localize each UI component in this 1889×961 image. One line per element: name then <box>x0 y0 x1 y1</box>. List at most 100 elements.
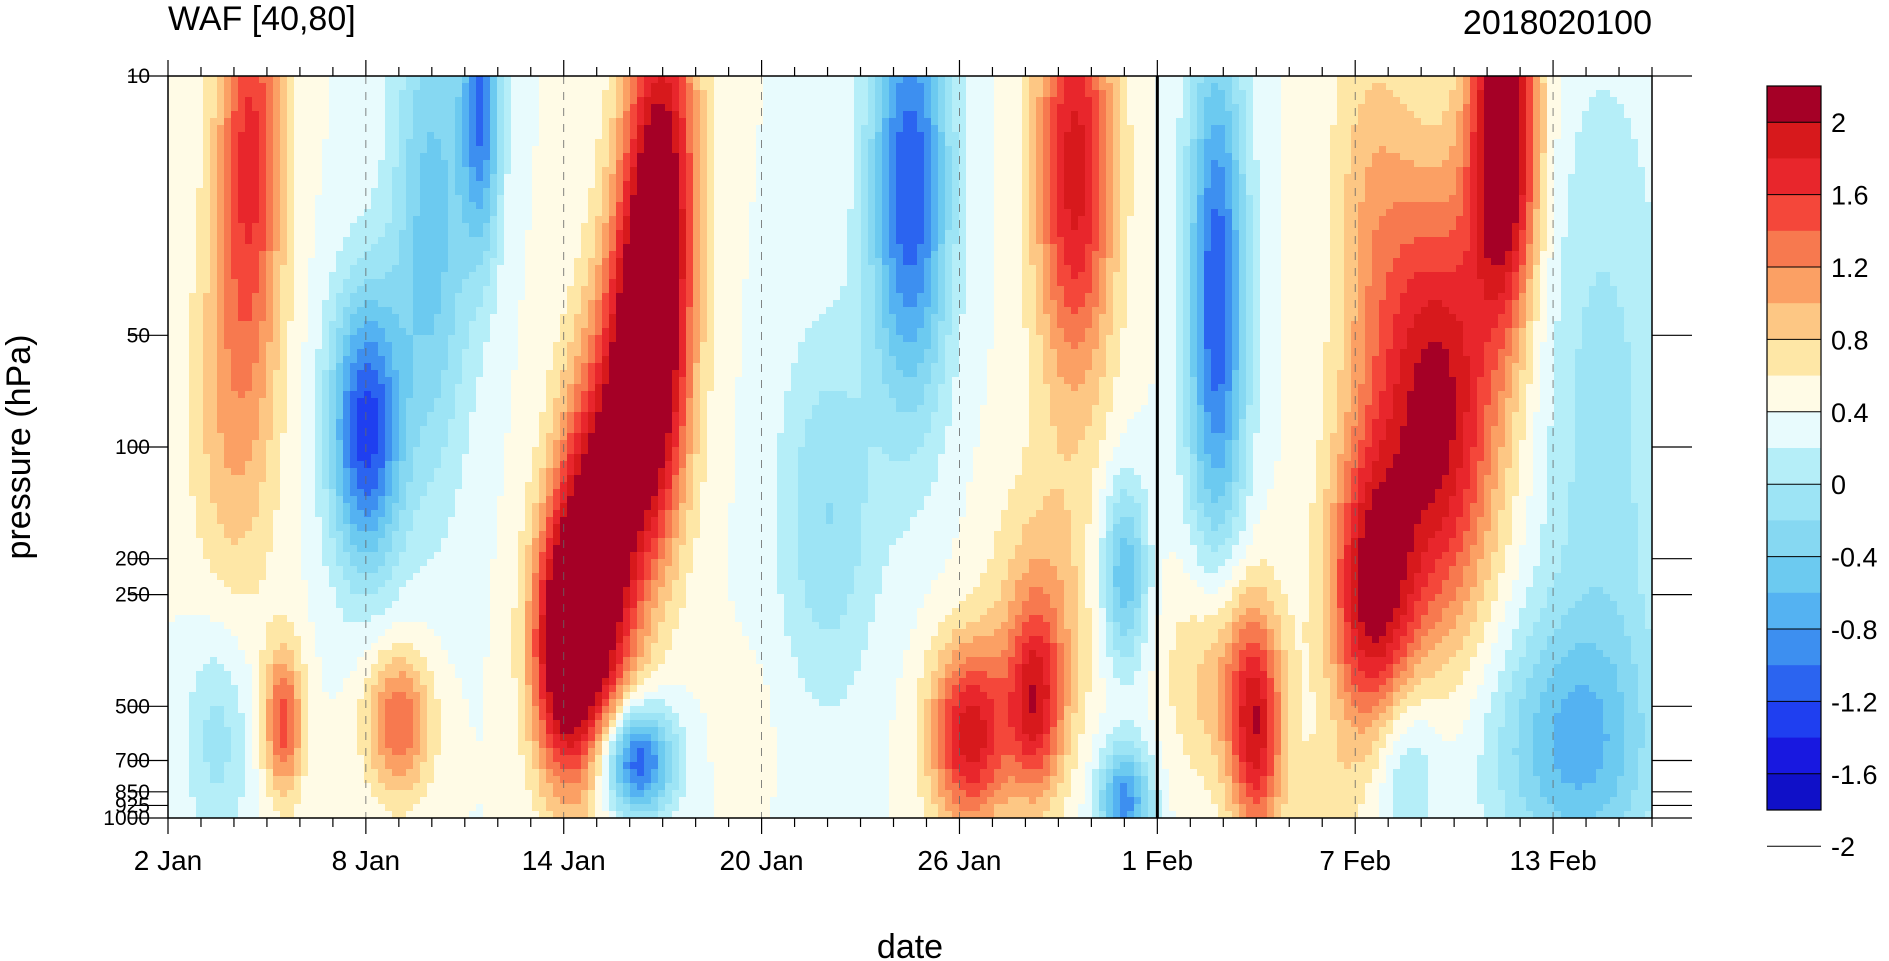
field-cell <box>1400 132 1408 140</box>
field-cell <box>196 174 204 182</box>
field-cell <box>623 125 631 133</box>
field-cell <box>735 125 743 133</box>
field-cell <box>1442 97 1450 105</box>
field-cell <box>238 118 246 126</box>
field-cell <box>1512 97 1520 105</box>
field-cell <box>1582 76 1590 84</box>
field-cell <box>1183 174 1191 182</box>
field-cell <box>826 216 834 224</box>
field-cell <box>182 139 190 147</box>
field-cell <box>518 139 526 147</box>
field-cell <box>1239 139 1247 147</box>
field-cell <box>378 83 386 91</box>
field-cell <box>343 118 351 126</box>
field-cell <box>315 230 323 238</box>
field-cell <box>168 167 176 175</box>
field-cell <box>1302 83 1310 91</box>
field-cell <box>168 202 176 210</box>
field-cell <box>1127 202 1135 210</box>
field-cell <box>763 160 771 168</box>
field-cell <box>630 167 638 175</box>
field-cell <box>217 153 225 161</box>
field-cell <box>1533 230 1541 238</box>
field-cell <box>525 153 533 161</box>
field-cell <box>812 146 820 154</box>
field-cell <box>819 146 827 154</box>
field-cell <box>1540 195 1548 203</box>
field-cell <box>714 132 722 140</box>
field-cell <box>1624 209 1632 217</box>
field-cell <box>1344 118 1352 126</box>
field-cell <box>637 160 645 168</box>
field-cell <box>1050 139 1058 147</box>
field-cell <box>1589 181 1597 189</box>
field-cell <box>1253 188 1261 196</box>
field-cell <box>1190 111 1198 119</box>
field-cell <box>1568 216 1576 224</box>
field-cell <box>343 139 351 147</box>
field-cell <box>1575 188 1583 196</box>
field-cell <box>980 76 988 84</box>
field-cell <box>1260 83 1268 91</box>
field-cell <box>637 111 645 119</box>
field-cell <box>721 160 729 168</box>
field-cell <box>1316 209 1324 217</box>
field-cell <box>329 188 337 196</box>
field-cell <box>1232 188 1240 196</box>
field-cell <box>609 195 617 203</box>
field-cell <box>280 83 288 91</box>
field-cell <box>490 111 498 119</box>
field-cell <box>1631 104 1639 112</box>
field-cell <box>301 90 309 98</box>
field-cell <box>728 167 736 175</box>
field-cell <box>665 167 673 175</box>
field-cell <box>728 146 736 154</box>
field-cell <box>1127 83 1135 91</box>
field-cell <box>1421 181 1429 189</box>
field-cell <box>1589 223 1597 231</box>
field-cell <box>322 181 330 189</box>
field-cell <box>861 230 869 238</box>
field-cell <box>1575 90 1583 98</box>
field-cell <box>896 216 904 224</box>
field-cell <box>1568 209 1576 217</box>
field-cell <box>959 202 967 210</box>
field-cell <box>1029 202 1037 210</box>
field-cell <box>1127 104 1135 112</box>
field-cell <box>700 167 708 175</box>
field-cell <box>280 125 288 133</box>
field-cell <box>959 230 967 238</box>
field-cell <box>252 125 260 133</box>
field-cell <box>1141 139 1149 147</box>
field-cell <box>469 125 477 133</box>
field-cell <box>854 146 862 154</box>
field-cell <box>371 76 379 84</box>
field-cell <box>1218 181 1226 189</box>
field-cell <box>308 160 316 168</box>
field-cell <box>1379 216 1387 224</box>
field-cell <box>1141 188 1149 196</box>
field-cell <box>1071 153 1079 161</box>
field-cell <box>448 76 456 84</box>
field-cell <box>1386 181 1394 189</box>
field-cell <box>868 97 876 105</box>
field-cell <box>1260 139 1268 147</box>
field-cell <box>1372 90 1380 98</box>
field-cell <box>805 132 813 140</box>
field-cell <box>679 181 687 189</box>
field-cell <box>924 104 932 112</box>
field-cell <box>1414 174 1422 182</box>
field-cell <box>1533 174 1541 182</box>
field-cell <box>217 146 225 154</box>
field-cell <box>371 118 379 126</box>
field-cell <box>448 146 456 154</box>
field-cell <box>791 146 799 154</box>
field-cell <box>721 104 729 112</box>
field-cell <box>987 167 995 175</box>
field-cell <box>1624 160 1632 168</box>
field-cell <box>1176 153 1184 161</box>
field-cell <box>259 223 267 231</box>
field-cell <box>903 125 911 133</box>
field-cell <box>1134 181 1142 189</box>
field-cell <box>1183 146 1191 154</box>
